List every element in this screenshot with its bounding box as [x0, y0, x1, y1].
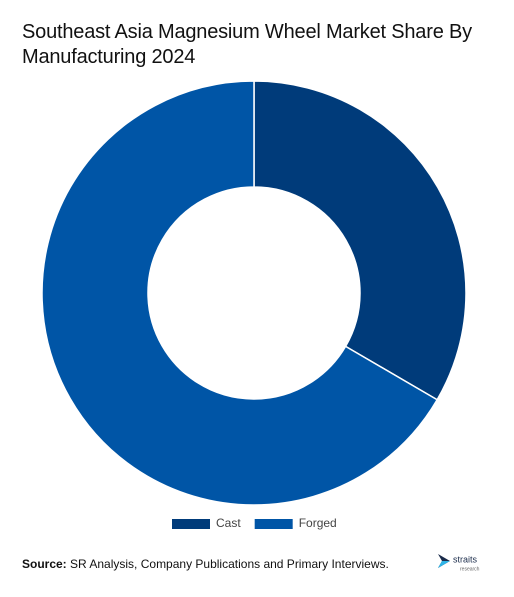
- chart-title: Southeast Asia Magnesium Wheel Market Sh…: [22, 21, 472, 68]
- logo: straits research: [438, 554, 480, 572]
- donut-segment: [41, 80, 439, 506]
- logo-text: straits: [453, 554, 478, 564]
- source: Source: SR Analysis, Company Publication…: [22, 557, 389, 571]
- source-text: SR Analysis, Company Publications and Pr…: [70, 557, 389, 571]
- source-label: Source:: [22, 557, 67, 571]
- legend-swatch: [254, 519, 293, 529]
- legend-label: Cast: [216, 516, 241, 530]
- legend-label: Forged: [299, 516, 337, 530]
- donut-segment: [253, 80, 467, 401]
- chart: Cast Forged: [41, 80, 467, 530]
- legend-swatch: [172, 519, 210, 529]
- logo-subtext: research: [460, 566, 480, 572]
- logo-icon-accent: [438, 561, 450, 568]
